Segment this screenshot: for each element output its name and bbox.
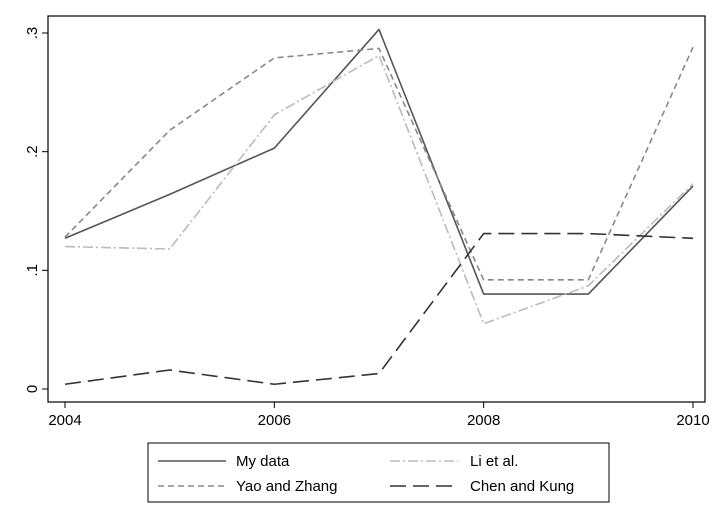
legend-box bbox=[147, 442, 610, 503]
legend-label-3: Chen and Kung bbox=[470, 478, 574, 495]
series-line-3 bbox=[64, 232, 694, 386]
x-tick-label: 2008 bbox=[467, 412, 500, 429]
axis-layer: 2004 2006 2008 2010 0 .1 .2 .3 bbox=[24, 27, 710, 429]
series-line-1 bbox=[64, 46, 694, 281]
x-tick-label: 2004 bbox=[48, 412, 81, 429]
series-layer bbox=[64, 28, 694, 386]
legend: My data Li et al. Yao and Zhang Chen and Ku… bbox=[147, 442, 610, 503]
y-tick-label: .1 bbox=[24, 264, 41, 277]
x-tick-label: 2006 bbox=[258, 412, 291, 429]
y-tick-label: .3 bbox=[24, 27, 41, 40]
y-tick-label: .2 bbox=[24, 145, 41, 158]
legend-label-0: My data bbox=[236, 453, 290, 470]
legend-label-2: Li et al. bbox=[470, 453, 518, 470]
series-line-0 bbox=[64, 28, 694, 295]
y-tick-label: 0 bbox=[24, 385, 41, 393]
legend-label-1: Yao and Zhang bbox=[236, 478, 337, 495]
x-tick-label: 2010 bbox=[676, 412, 709, 429]
plot-area bbox=[47, 15, 706, 403]
series-line-2 bbox=[64, 54, 694, 325]
